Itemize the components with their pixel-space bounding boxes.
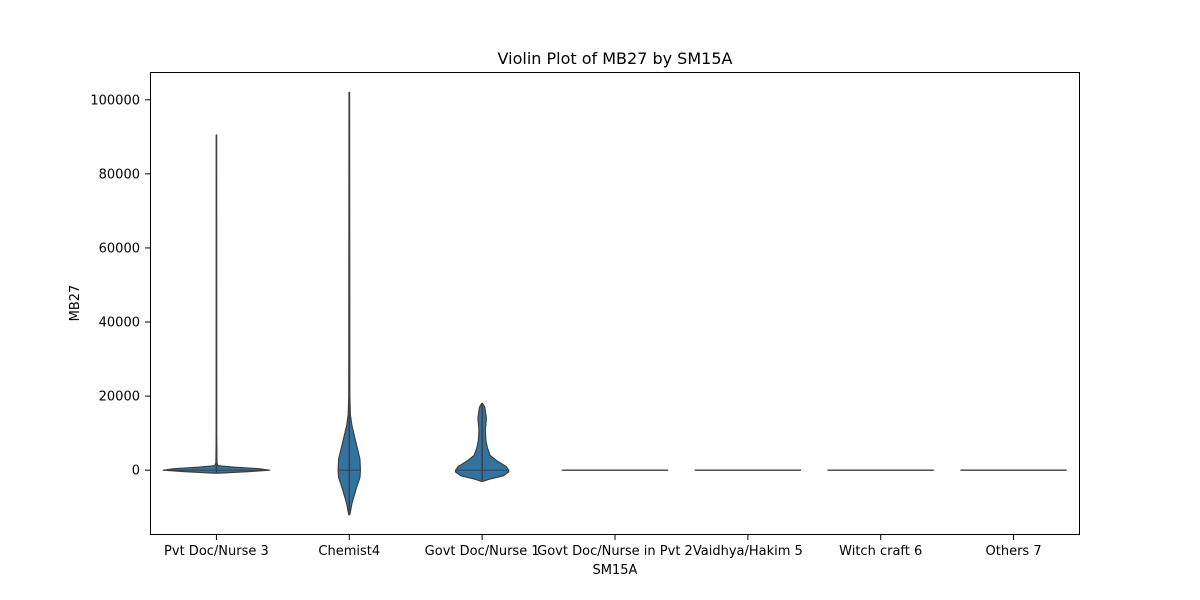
y-tick-label: 20000 <box>99 390 140 405</box>
chart-title: Violin Plot of MB27 by SM15A <box>498 49 733 68</box>
x-tick-label: Pvt Doc/Nurse 3 <box>164 544 269 559</box>
violin-group <box>162 134 271 474</box>
y-tick-label: 40000 <box>99 316 140 331</box>
y-tick-label: 100000 <box>90 93 140 108</box>
x-tick-label: Vaidhya/Hakim 5 <box>693 544 803 559</box>
x-axis: Pvt Doc/Nurse 3 Chemist4 Govt Doc/Nurse 1G… <box>164 535 1042 559</box>
x-axis-label: SM15A <box>593 563 638 578</box>
violin-layer <box>162 91 1067 516</box>
x-tick-label: Govt Doc/Nurse in Pvt 2 <box>537 544 693 559</box>
x-tick-label: Witch craft 6 <box>839 544 922 559</box>
y-axis: 0 20000 40000 60000 80000 100000 <box>90 93 150 479</box>
y-tick-label: 60000 <box>99 241 140 256</box>
x-tick-label: Chemist4 <box>318 544 380 559</box>
y-tick-label: 80000 <box>99 167 140 182</box>
x-tick-label: Govt Doc/Nurse 1 <box>425 544 540 559</box>
y-axis-label: MB27 <box>68 285 83 322</box>
y-tick-label: 0 <box>132 464 140 479</box>
violin-group <box>454 402 510 482</box>
violin-group <box>337 91 362 516</box>
x-tick-label: Others 7 <box>986 544 1042 559</box>
plot-frame <box>150 72 1080 535</box>
